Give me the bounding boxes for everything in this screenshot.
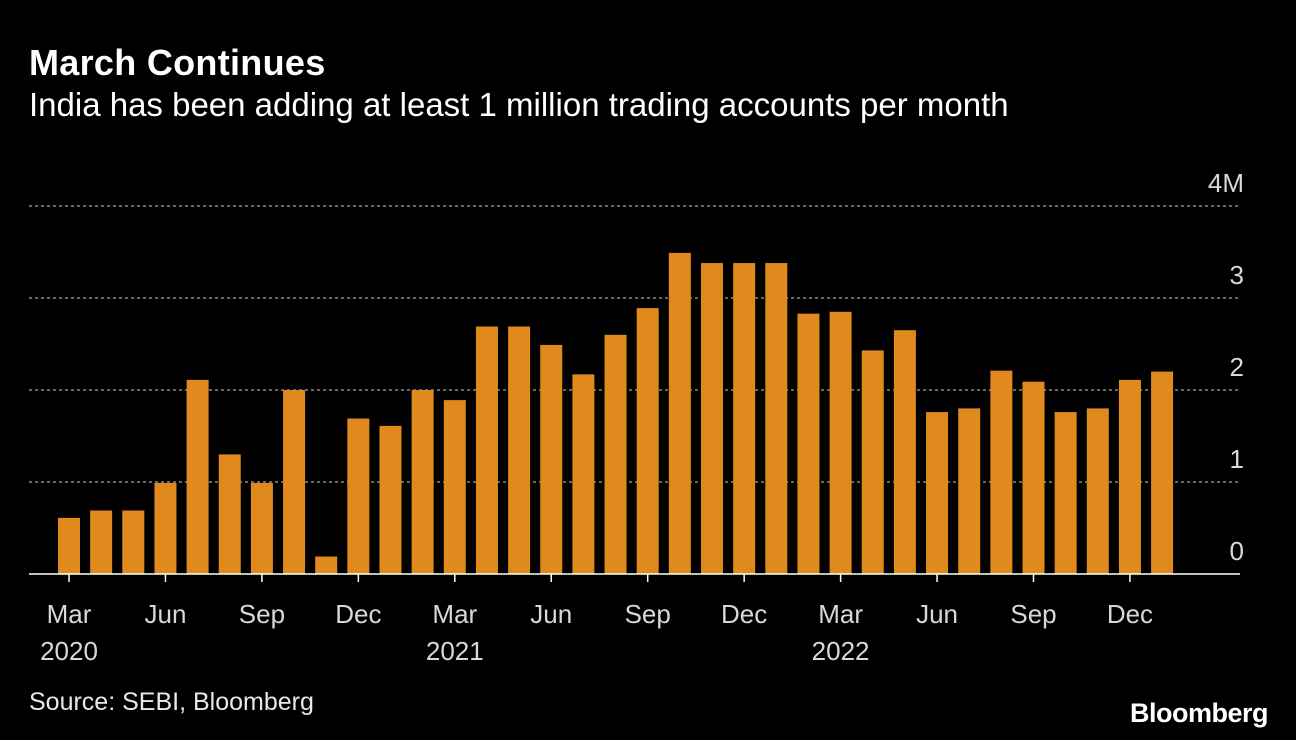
y-tick-label: 3 <box>1230 260 1244 290</box>
bar <box>283 390 306 574</box>
bar <box>1022 381 1045 574</box>
bar <box>668 252 691 575</box>
bar <box>411 390 434 574</box>
y-tick-label: 0 <box>1230 536 1244 566</box>
bar <box>765 263 788 574</box>
bar <box>829 311 852 574</box>
bar <box>1118 379 1141 574</box>
bar <box>315 556 338 574</box>
x-tick-year-label: 2022 <box>812 636 870 666</box>
bar <box>443 400 466 574</box>
bar <box>958 408 981 574</box>
bar <box>797 313 820 574</box>
bar-chart: 0 1 2 3 4M Mar 2020 Jun Sep Dec Mar 2021 Jun Sep Dec Ma… <box>29 168 1244 666</box>
bar <box>250 482 273 574</box>
bar <box>990 370 1013 574</box>
bar <box>508 326 531 574</box>
bars <box>58 252 1174 575</box>
bar <box>733 263 756 574</box>
bar <box>893 330 916 574</box>
x-tick-year-label: 2020 <box>40 636 98 666</box>
brand-logo: Bloomberg <box>1129 698 1269 728</box>
x-tick-label: Dec <box>335 599 381 629</box>
x-tick-label: Mar <box>47 599 92 629</box>
x-tick-label: Dec <box>721 599 767 629</box>
bar <box>604 334 627 574</box>
bar <box>58 517 80 574</box>
chart-title: March Continues <box>29 42 326 83</box>
bar <box>1151 371 1174 574</box>
bar <box>1086 408 1109 574</box>
bar <box>90 510 113 574</box>
source-note: Source: SEBI, Bloomberg <box>29 688 314 716</box>
x-tick-label: Mar <box>432 599 477 629</box>
x-tick-year-label: 2021 <box>426 636 484 666</box>
y-tick-label: 1 <box>1230 444 1244 474</box>
y-tick-label: 4M <box>1208 168 1244 198</box>
x-tick-label: Jun <box>530 599 572 629</box>
chart-subtitle: India has been adding at least 1 million… <box>29 86 1009 123</box>
bar <box>1054 412 1077 574</box>
x-tick-label: Jun <box>144 599 186 629</box>
bar <box>861 350 884 574</box>
bar <box>347 418 370 574</box>
bar <box>154 482 177 574</box>
bar <box>379 425 402 574</box>
bar <box>636 308 659 574</box>
bar <box>475 326 498 574</box>
bar <box>186 379 209 574</box>
bar <box>122 510 145 574</box>
x-tick-label: Sep <box>239 599 285 629</box>
bar <box>218 454 241 574</box>
x-tick-label: Sep <box>625 599 671 629</box>
x-tick-label: Dec <box>1107 599 1153 629</box>
bar <box>926 412 949 574</box>
x-tick-label: Sep <box>1010 599 1056 629</box>
bar <box>572 374 595 574</box>
x-tick-label: Jun <box>916 599 958 629</box>
bar <box>701 263 723 574</box>
y-tick-label: 2 <box>1230 352 1244 382</box>
axes: 0 1 2 3 4M Mar 2020 Jun Sep Dec Mar 2021 Jun Sep Dec Ma… <box>29 168 1244 666</box>
bar <box>540 344 563 574</box>
x-tick-label: Mar <box>818 599 863 629</box>
